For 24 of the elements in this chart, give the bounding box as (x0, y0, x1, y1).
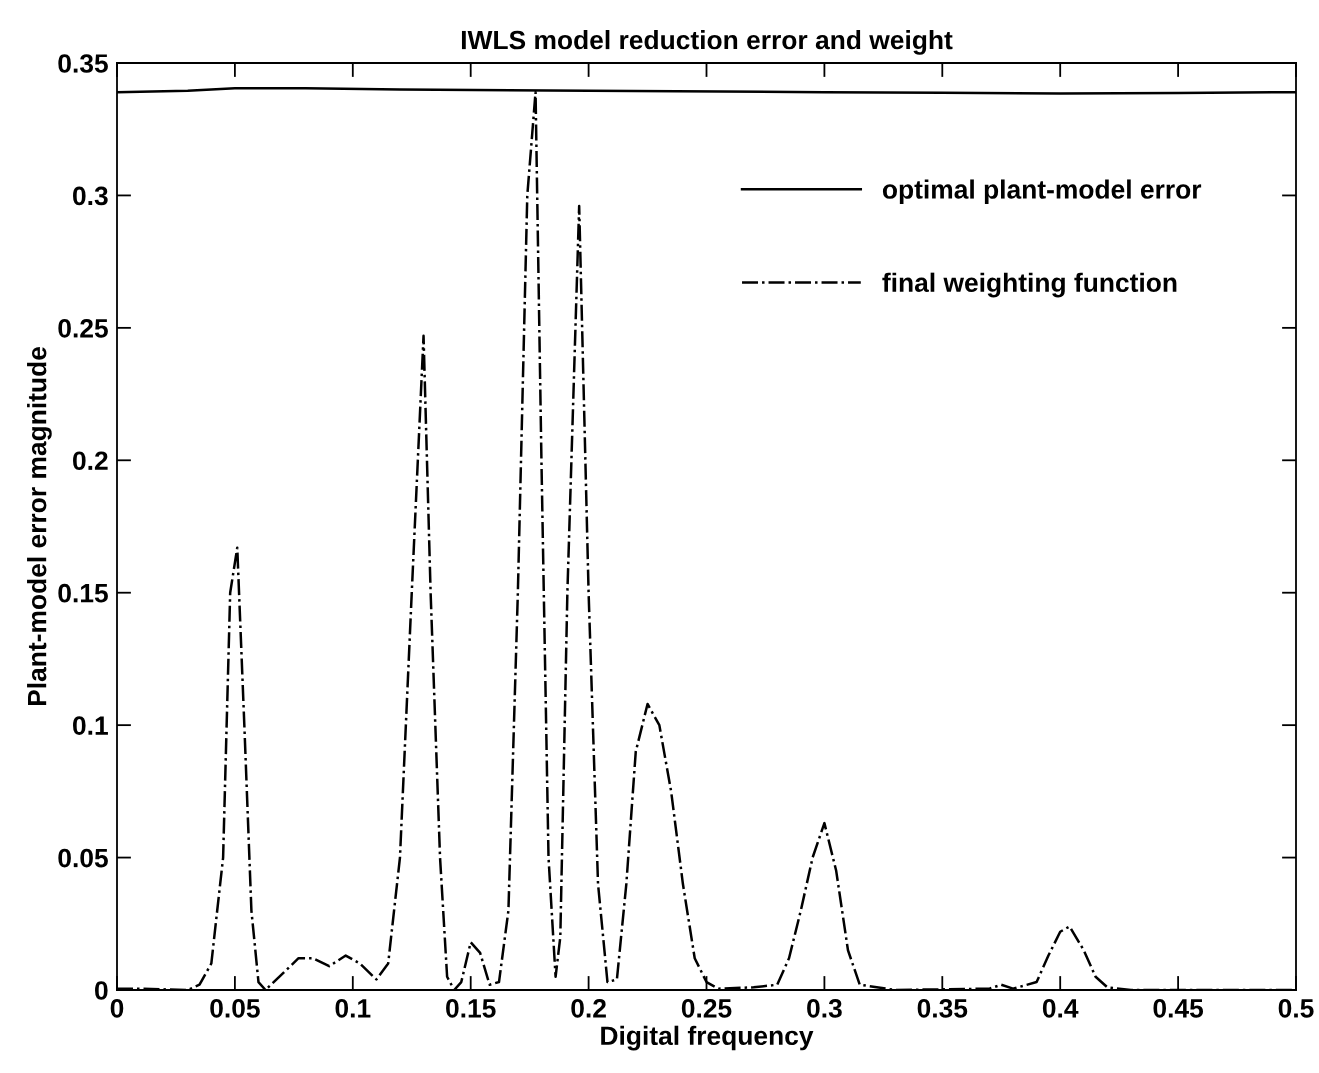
x-tick-label: 0.35 (917, 999, 968, 1018)
x-axis-title: Digital frequency (601, 1025, 814, 1051)
y-tick-label: 0.2 (73, 451, 108, 471)
x-tick-label: 0.5 (1278, 999, 1314, 1018)
y-tick-label: 0.25 (58, 318, 108, 338)
legend-label: final weighting function (882, 272, 1177, 298)
y-axis-title: Plant-model error magnitude (27, 347, 52, 706)
y-tick-label: 0.15 (58, 583, 108, 603)
x-tick-label: 0.2 (571, 999, 606, 1018)
y-tick-label: 0.05 (58, 848, 108, 868)
x-tick-label: 0.25 (681, 999, 732, 1018)
y-tick-label: 0.1 (73, 716, 108, 735)
x-tick-label: 0.45 (1153, 999, 1204, 1018)
y-tick-label: 0 (95, 981, 108, 1000)
y-tick-label: 0.3 (73, 186, 108, 206)
x-tick-label: 0.3 (807, 999, 842, 1018)
x-tick-label: 0.15 (446, 999, 496, 1018)
chart-title: IWLS model reduction error and weight (461, 29, 953, 55)
x-tick-label: 0.1 (335, 999, 371, 1018)
x-tick-label: 0.4 (1042, 999, 1079, 1018)
legend-label: optimal plant-model error (882, 179, 1202, 205)
y-tick-label: 0.35 (58, 54, 108, 73)
x-tick-label: 0.05 (210, 999, 260, 1018)
x-tick-label: 0 (110, 999, 124, 1018)
